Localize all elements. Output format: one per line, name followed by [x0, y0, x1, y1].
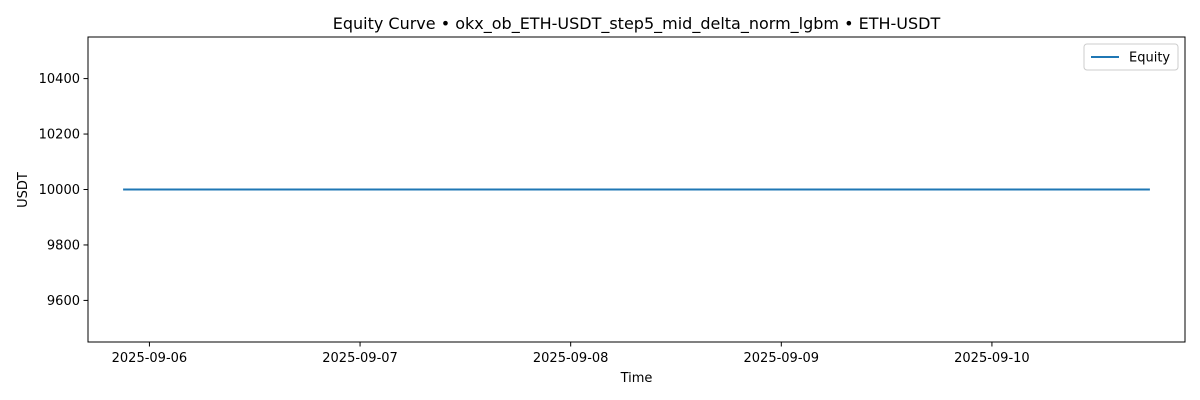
y-tick-label: 10400: [39, 72, 80, 87]
y-tick-label: 10200: [39, 128, 80, 143]
x-tick-label: 2025-09-08: [533, 351, 609, 366]
x-tick-label: 2025-09-07: [322, 351, 398, 366]
x-axis: 2025-09-06 2025-09-07 2025-09-08 2025-09-09…: [112, 342, 1030, 366]
y-tick-label: 10000: [39, 183, 80, 198]
y-tick-label: 9800: [47, 238, 80, 253]
x-tick-label: 2025-09-10: [954, 351, 1030, 366]
y-tick-label: 9600: [47, 294, 80, 309]
y-axis: 9600 9800 10000 10200 10400: [39, 72, 88, 309]
x-axis-label: Time: [620, 371, 653, 386]
legend-frame: [1083, 43, 1179, 71]
y-axis-label: USDT: [16, 172, 31, 208]
x-tick-label: 2025-09-09: [744, 351, 820, 366]
chart-title: Equity Curve • okx_ob_ETH-USDT_step5_mid…: [333, 14, 941, 34]
legend: Equity: [1083, 43, 1179, 71]
legend-label-equity: Equity: [1129, 51, 1170, 66]
x-tick-label: 2025-09-06: [112, 351, 188, 366]
